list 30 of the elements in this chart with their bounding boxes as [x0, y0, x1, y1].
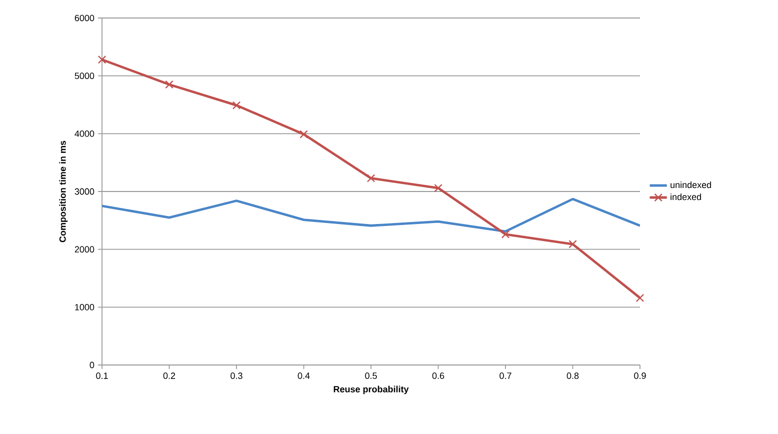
point: [568, 240, 577, 248]
line-series: [102, 198, 640, 233]
x-tick-label: 0.9: [634, 372, 646, 379]
y-tick-label: 5000: [74, 72, 94, 80]
x-axis-title: Reuse probability: [334, 386, 409, 394]
y-tick-label: 3000: [74, 188, 94, 195]
point: [300, 130, 308, 138]
y-tick-label: 2000: [74, 246, 94, 253]
x-tick-label: 0.7: [500, 372, 512, 379]
y-tick-label: 0: [90, 362, 94, 368]
y-tick-label: 4000: [74, 130, 94, 137]
x-tick-label: 0.2: [163, 372, 176, 379]
legend-label: unindexed: [670, 181, 711, 188]
x-tick-label: 0.5: [365, 372, 377, 379]
point: [434, 184, 442, 192]
x-tick-label: 0.8: [566, 372, 579, 379]
point: [232, 101, 241, 110]
y-tick-label: 1000: [75, 304, 94, 310]
point: [636, 294, 644, 302]
x-tick-label: 0.4: [298, 372, 310, 379]
point: [165, 80, 174, 89]
x-tick-label: 0.1: [96, 372, 108, 379]
point: [98, 56, 106, 64]
point: [501, 230, 510, 238]
y-tick-label: 6000: [74, 14, 94, 22]
x-tick-label: 0.6: [432, 372, 444, 379]
legend-label: indexed: [670, 194, 701, 200]
x-tick-label: 0.3: [230, 372, 242, 379]
point: [366, 174, 376, 182]
y-axis-title: Composition time in ms: [59, 140, 68, 242]
